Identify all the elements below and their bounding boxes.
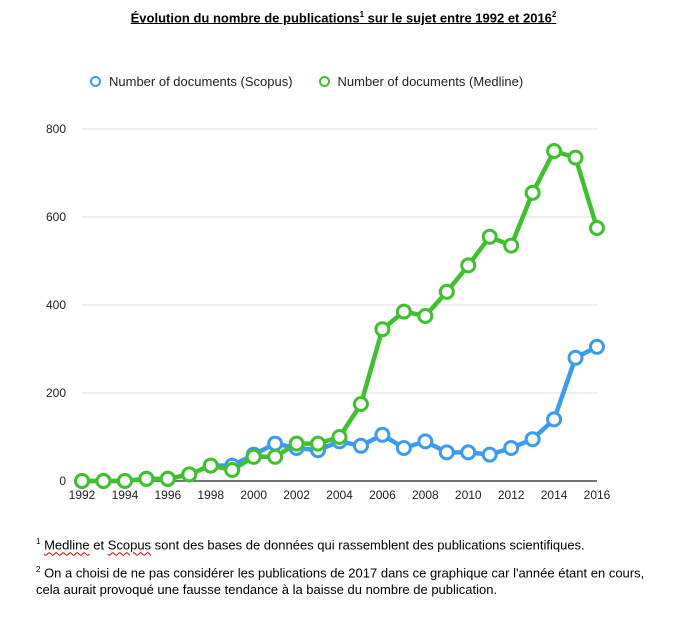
- data-point-medline: [481, 228, 498, 245]
- legend-label-scopus: Number of documents (Scopus): [109, 74, 293, 89]
- data-point-medline: [159, 470, 176, 487]
- data-point-medline: [331, 429, 348, 445]
- x-tick-label: 1992: [69, 488, 96, 502]
- chart-legend: Number of documents (Scopus) Number of d…: [90, 74, 523, 89]
- data-point-medline: [245, 448, 262, 465]
- footnote-1: 1 Medline et Scopus sont des bases de do…: [36, 533, 656, 553]
- data-point-scopus: [460, 444, 477, 461]
- footnote-2: 2 On a choisi de ne pas considérer les p…: [36, 561, 656, 598]
- footnote-2-marker: 2: [36, 565, 41, 574]
- data-point-medline: [267, 448, 284, 465]
- legend-item-scopus: Number of documents (Scopus): [90, 74, 293, 89]
- footnote-1-word-scopus: Scopus: [107, 537, 152, 553]
- x-tick-label: 2006: [369, 488, 396, 502]
- data-point-medline: [310, 435, 327, 452]
- data-point-medline: [116, 473, 133, 489]
- data-point-medline: [138, 470, 155, 487]
- data-point-scopus: [503, 440, 520, 456]
- chart-title-middle: sur le sujet entre 1992 et 2016: [364, 10, 552, 26]
- data-point-medline: [288, 435, 305, 452]
- data-point-medline: [460, 257, 477, 274]
- y-tick-label: 800: [46, 122, 66, 136]
- data-point-medline: [589, 220, 605, 236]
- data-point-medline: [438, 283, 455, 300]
- x-tick-label: 2010: [455, 488, 482, 502]
- data-point-medline: [417, 308, 434, 324]
- y-tick-label: 400: [46, 298, 66, 312]
- y-tick-label: 200: [46, 386, 66, 400]
- x-tick-label: 2012: [498, 488, 525, 502]
- footnote-1-text: sont des bases de données qui rassemblen…: [151, 537, 585, 553]
- chart-title-text: Évolution du nombre de publications: [130, 10, 360, 26]
- x-tick-label: 2008: [412, 488, 439, 502]
- data-point-medline: [503, 237, 520, 254]
- line-chart: 0 200 400 600 800 1992 1994 1996 1998 2000 2002 200…: [46, 122, 611, 502]
- x-tick-label: 2016: [584, 488, 611, 502]
- legend-item-medline: Number of documents (Medline): [318, 74, 524, 89]
- chart-title: Évolution du nombre de publications1 sur…: [0, 10, 687, 25]
- series-line-scopus: [79, 344, 600, 484]
- data-point-medline: [374, 321, 391, 338]
- data-point-medline: [202, 457, 219, 474]
- data-point-medline: [352, 396, 369, 412]
- data-point-medline: [74, 473, 90, 489]
- x-tick-label: 2002: [283, 488, 310, 502]
- y-tick-label: 0: [59, 474, 66, 488]
- data-point-scopus: [267, 435, 284, 452]
- x-tick-label: 2014: [541, 488, 568, 502]
- legend-label-medline: Number of documents (Medline): [337, 74, 524, 89]
- legend-marker-medline: [318, 76, 330, 87]
- data-point-scopus: [374, 426, 391, 443]
- data-point-scopus: [589, 338, 605, 355]
- data-point-medline: [546, 143, 563, 159]
- data-point-medline: [567, 149, 584, 166]
- x-tick-label: 2004: [326, 488, 353, 502]
- footnote-1-mid: et: [89, 537, 108, 553]
- data-point-scopus: [524, 431, 541, 448]
- title-footnote-ref-2: 2: [551, 10, 557, 19]
- data-point-scopus: [546, 411, 563, 428]
- x-tick-label: 1996: [154, 488, 181, 502]
- data-point-medline: [181, 466, 198, 483]
- legend-marker-scopus: [90, 76, 101, 87]
- x-tick-label: 1998: [197, 488, 224, 502]
- data-point-scopus: [481, 446, 498, 463]
- data-point-medline: [95, 473, 112, 489]
- y-tick-label: 600: [46, 210, 66, 224]
- footnote-1-marker: 1: [36, 537, 41, 546]
- data-point-medline: [395, 303, 412, 320]
- data-point-medline: [224, 462, 241, 478]
- footnote-2-text: On a choisi de ne pas considérer les pub…: [36, 565, 645, 598]
- data-point-medline: [524, 184, 541, 201]
- x-tick-label: 2000: [240, 488, 267, 502]
- data-point-scopus: [352, 437, 369, 454]
- footnote-1-word-medline: Medline: [44, 537, 90, 553]
- data-point-scopus: [567, 349, 584, 366]
- data-point-scopus: [395, 440, 412, 456]
- x-tick-label: 1994: [112, 488, 139, 502]
- data-point-scopus: [438, 444, 455, 461]
- data-point-scopus: [417, 433, 434, 450]
- title-footnote-ref-1: 1: [359, 10, 365, 19]
